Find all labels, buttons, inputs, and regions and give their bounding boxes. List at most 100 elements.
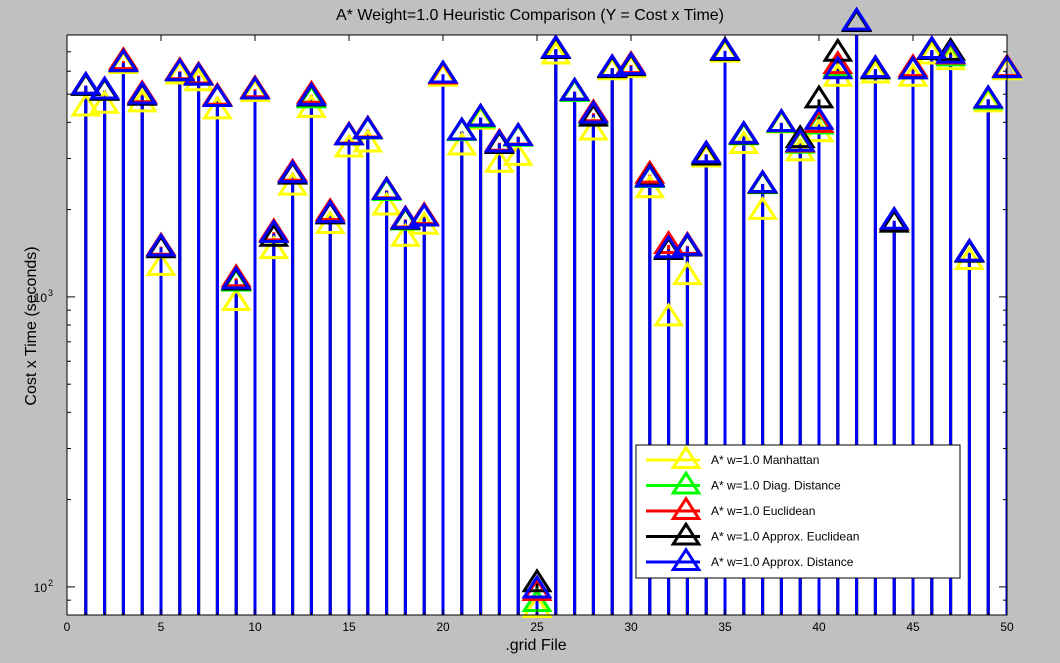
marker-s2-x40 [803,108,835,133]
marker-s2-x31 [634,159,666,184]
marker-s0-x18 [389,222,421,247]
marker-s4-x7 [183,61,215,86]
marker-s0-x46 [916,40,948,65]
marker-s0-x24 [502,141,534,166]
marker-s0-x37 [747,195,779,220]
marker-s4-x13 [295,81,327,106]
marker-s4-x41 [822,55,854,80]
marker-s4-x38 [765,107,797,132]
marker-s3-x25 [521,568,553,593]
marker-s4-x30 [615,51,647,76]
x-tick-label-10: 10 [248,620,262,634]
marker-s4-x45 [897,55,929,80]
marker-s4-x37 [747,168,779,194]
marker-s4-x24 [502,121,534,146]
marker-s0-x26 [540,40,572,65]
marker-s4-x20 [427,59,459,84]
marker-s4-x8 [201,82,233,108]
marker-s4-x22 [465,102,497,127]
x-tick-label-45: 45 [906,620,920,634]
marker-s3-x44 [878,208,910,233]
legend-label-3: A* w=1.0 Approx. Euclidean [711,530,859,544]
marker-s0-x48 [953,245,985,271]
x-tick-label-35: 35 [718,620,732,634]
marker-s0-x5 [145,251,177,276]
marker-s0-x11 [258,235,290,260]
marker-s4-x25 [521,574,553,599]
marker-s4-x33 [671,231,703,256]
marker-s4-x16 [352,115,384,140]
legend-label-1: A* w=1.0 Diag. Distance [711,479,841,493]
y-axis-label: Cost x Time (seconds) [23,246,40,406]
marker-s4-x43 [859,54,891,79]
marker-s4-x1 [70,70,102,95]
marker-s4-x40 [803,105,835,130]
marker-s4-x46 [916,34,948,60]
marker-s4-x15 [333,121,365,146]
y-tick-label-base-100: 10 [34,581,48,595]
marker-s4-x34 [690,139,722,164]
marker-s0-x28 [577,116,609,141]
x-tick-label-25: 25 [530,620,544,634]
marker-s4-x12 [277,159,309,184]
marker-s4-x18 [389,205,421,230]
x-tick-label-20: 20 [436,620,450,634]
marker-s4-x14 [314,199,346,224]
y-tick-label-base-1000: 10 [34,291,48,305]
marker-s0-x15 [333,133,365,158]
marker-s2-x41 [822,50,854,75]
marker-s4-x29 [596,53,628,78]
marker-s0-x21 [446,131,478,156]
legend-marker-3 [670,521,702,546]
marker-s4-x48 [953,237,985,262]
legend-label-4: A* w=1.0 Approx. Distance [711,555,854,569]
marker-s4-x47 [935,39,967,64]
marker-s4-x44 [878,205,910,230]
legend-marker-1 [670,470,702,495]
marker-s4-x39 [784,127,816,152]
marker-s4-x26 [540,34,572,59]
x-tick-label-15: 15 [342,620,356,634]
marker-s3-x11 [258,222,290,247]
marker-s3-x28 [577,102,609,127]
marker-s0-x33 [671,261,703,286]
marker-s4-x9 [220,265,252,290]
y-tick-label-exp-100: 2 [48,578,53,588]
x-tick-label-50: 50 [1000,620,1014,634]
marker-s4-x31 [634,163,666,188]
marker-s4-x5 [145,232,177,257]
marker-s0-x25 [521,593,553,618]
marker-s4-x21 [446,116,478,141]
marker-s2-x32 [653,229,685,255]
marker-s4-x6 [164,57,196,82]
marker-s0-x43 [859,59,891,84]
legend-label-0: A* w=1.0 Manhattan [711,453,819,467]
marker-s4-x23 [483,128,515,153]
marker-s4-x2 [89,75,121,100]
marker-s0-x9 [220,286,252,312]
marker-s4-x17 [371,175,403,200]
legend-marker-2 [670,495,702,521]
marker-s0-x6 [164,60,196,85]
marker-s0-x1 [70,92,102,117]
x-tick-label-0: 0 [64,620,71,634]
marker-s4-x11 [258,218,290,243]
chart-title: A* Weight=1.0 Heuristic Comparison (Y = … [336,7,724,24]
legend-marker-0 [670,444,702,470]
x-tick-label-5: 5 [158,620,165,634]
marker-s4-x10 [239,75,271,100]
marker-s4-x42 [841,6,873,31]
marker-s4-x4 [126,80,158,105]
marker-s4-x19 [408,202,440,227]
marker-s4-x32 [653,234,685,259]
marker-s4-x28 [577,99,609,124]
marker-s0-x8 [201,95,233,120]
x-axis-label: .grid File [505,637,567,654]
x-tick-label-40: 40 [812,620,826,634]
marker-s0-x17 [371,191,403,216]
marker-s3-x39 [784,124,816,149]
marker-s4-x3 [107,48,139,73]
marker-s4-x36 [728,119,760,144]
